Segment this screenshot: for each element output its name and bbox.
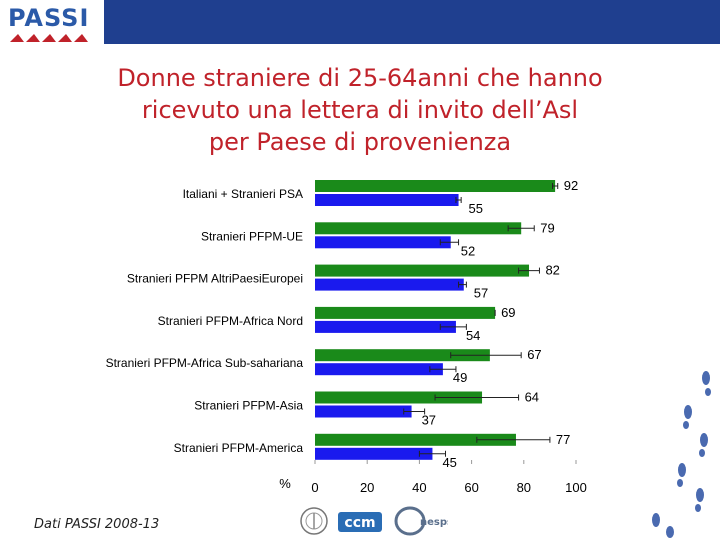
bar: [315, 391, 483, 404]
bar: [315, 180, 556, 192]
x-tick-label: 40: [412, 480, 426, 495]
category-label: Stranieri PFPM-America: [174, 441, 304, 455]
data-source: Dati PASSI 2008-13: [34, 517, 160, 532]
bar: [315, 447, 433, 460]
bar: [315, 236, 451, 249]
category-label: Stranieri PFPM AltriPaesiEuropei: [127, 272, 303, 286]
passi-logo: PASSI: [8, 4, 100, 44]
data-label: 79: [540, 220, 554, 235]
category-label: Stranieri PFPM-UE: [201, 229, 303, 243]
footsteps-icon: [10, 34, 88, 42]
bar: [315, 194, 459, 206]
header-band: [104, 0, 720, 44]
x-tick-label: 60: [464, 480, 478, 495]
footsteps-decoration: [652, 371, 711, 538]
svg-text:ccm: ccm: [344, 515, 375, 531]
svg-text:nesps: nesps: [420, 517, 448, 528]
title-line-3: per Paese di provenienza: [208, 128, 512, 156]
data-label: 77: [556, 432, 570, 447]
data-label: 64: [525, 390, 539, 405]
title-line-2: ricevuto una lettera di invito dell’Asl: [141, 96, 579, 124]
category-label: Stranieri PFPM-Africa Nord: [158, 314, 303, 328]
iss-seal-icon: [300, 507, 328, 535]
partner-logos: ccm nesps: [300, 506, 448, 536]
chart-title: Donne straniere di 25-64anni che hanno r…: [60, 62, 660, 158]
bar: [315, 405, 412, 418]
bar: [315, 363, 443, 376]
logo-text: PASSI: [8, 4, 90, 32]
x-tick-label: 100: [565, 480, 587, 495]
bar: [315, 278, 464, 291]
category-label: Italiani + Stranieri PSA: [183, 187, 303, 201]
x-tick-label: 0: [311, 480, 318, 495]
title-line-1: Donne straniere di 25-64anni che hanno: [117, 64, 603, 92]
data-label: 82: [545, 263, 559, 278]
data-label: 57: [474, 286, 488, 301]
bar: [315, 320, 456, 333]
category-label: Stranieri PFPM-Asia: [194, 399, 303, 413]
x-axis-label: %: [279, 476, 291, 491]
bar: [315, 306, 496, 319]
data-label: 69: [501, 305, 515, 320]
bar: [315, 349, 490, 362]
data-label: 49: [453, 370, 467, 385]
data-label: 92: [564, 178, 578, 193]
bar: [315, 264, 530, 277]
bar: [315, 222, 522, 235]
data-label: 54: [466, 328, 480, 343]
data-label: 52: [461, 243, 475, 258]
x-tick-label: 20: [360, 480, 374, 495]
data-label: 55: [469, 201, 483, 216]
x-tick-label: 80: [517, 480, 531, 495]
data-label: 37: [422, 413, 436, 428]
bar: [315, 433, 516, 446]
category-label: Stranieri PFPM-Africa Sub-sahariana: [106, 356, 304, 370]
data-label: 45: [442, 455, 456, 470]
cnesps-logo: nesps: [394, 506, 448, 536]
ccm-logo: ccm: [338, 512, 382, 532]
data-label: 67: [527, 347, 541, 362]
